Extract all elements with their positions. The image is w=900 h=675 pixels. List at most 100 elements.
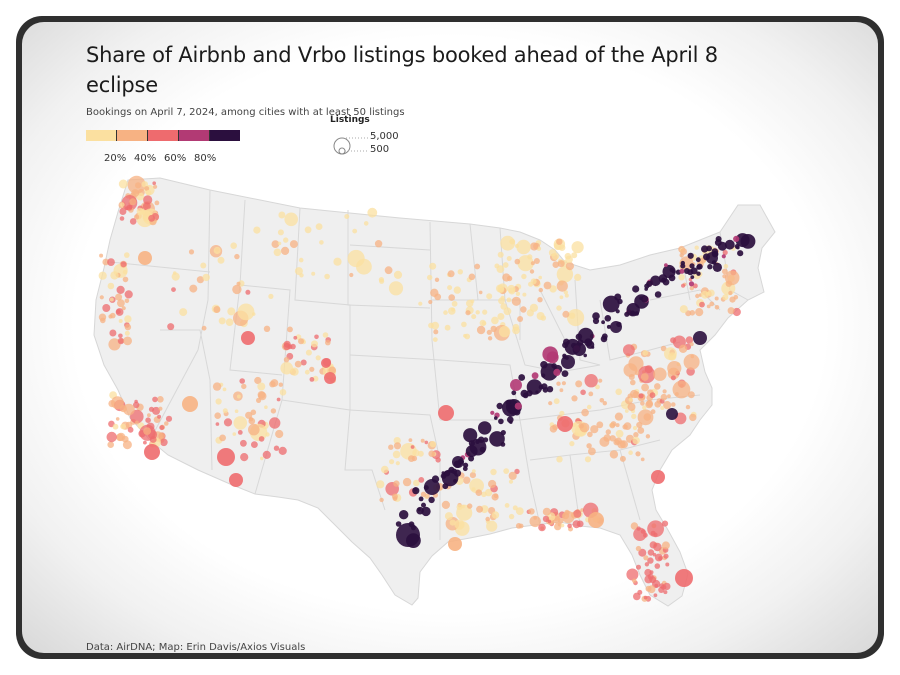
city-point — [100, 318, 106, 324]
city-point — [120, 405, 127, 412]
city-point — [654, 383, 661, 390]
city-point — [586, 443, 591, 448]
city-point — [512, 327, 520, 335]
city-point — [230, 242, 237, 249]
city-point — [229, 473, 243, 487]
city-point — [126, 205, 132, 211]
city-point — [653, 368, 666, 381]
city-point — [628, 450, 633, 455]
city-point — [99, 272, 107, 280]
city-point — [376, 480, 384, 488]
city-point — [531, 261, 535, 265]
city-point — [715, 305, 720, 310]
city-point — [234, 416, 248, 430]
city-point — [497, 403, 503, 409]
city-point — [476, 489, 483, 496]
city-point — [641, 373, 649, 381]
city-point — [650, 392, 656, 398]
city-point — [675, 392, 679, 396]
city-point — [522, 293, 526, 297]
city-point — [431, 322, 439, 330]
city-point — [476, 506, 483, 513]
city-point — [708, 290, 715, 297]
city-point — [316, 355, 321, 360]
city-point — [130, 218, 137, 225]
city-point — [389, 281, 403, 295]
city-point — [663, 554, 668, 559]
city-point — [321, 358, 331, 368]
city-point — [648, 574, 654, 580]
city-point — [128, 427, 134, 433]
city-point — [241, 331, 255, 345]
city-point — [728, 291, 732, 295]
city-point — [527, 379, 543, 395]
city-point — [673, 381, 691, 399]
city-point — [629, 374, 635, 380]
city-point — [271, 379, 279, 387]
city-point — [166, 416, 172, 422]
city-point — [121, 261, 127, 267]
city-point — [279, 447, 287, 455]
city-point — [588, 448, 596, 456]
city-point — [239, 378, 245, 384]
city-point — [146, 190, 152, 196]
city-point — [573, 343, 586, 356]
city-point — [576, 334, 583, 341]
city-point — [219, 435, 226, 442]
city-point — [463, 466, 468, 471]
city-point — [474, 264, 480, 270]
city-point — [284, 357, 289, 362]
city-point — [632, 579, 637, 584]
city-point — [709, 302, 714, 307]
city-point — [433, 337, 438, 342]
city-point — [306, 350, 312, 356]
city-point — [125, 290, 133, 298]
city-point — [492, 511, 499, 518]
city-point — [655, 554, 663, 562]
city-point — [530, 304, 538, 312]
city-point — [734, 295, 739, 300]
city-point — [528, 282, 533, 287]
city-point — [448, 537, 462, 551]
city-point — [125, 324, 131, 330]
city-point — [498, 252, 504, 258]
city-point — [632, 285, 639, 292]
city-point — [516, 523, 522, 529]
city-point — [684, 354, 700, 370]
city-point — [488, 336, 492, 340]
city-point — [615, 389, 622, 396]
city-point — [108, 283, 115, 290]
city-point — [284, 213, 298, 227]
city-point — [610, 423, 616, 429]
city-point — [494, 493, 499, 498]
city-point — [388, 445, 393, 450]
city-point — [310, 377, 315, 382]
city-point — [100, 295, 104, 299]
city-point — [507, 298, 512, 303]
city-point — [553, 261, 560, 268]
city-point — [696, 272, 700, 276]
city-point — [641, 384, 649, 392]
city-point — [454, 520, 464, 530]
city-point — [490, 469, 496, 475]
city-point — [418, 451, 424, 457]
city-point — [566, 262, 574, 270]
city-point — [299, 258, 304, 263]
city-point — [511, 390, 516, 395]
city-point — [532, 372, 539, 379]
city-point — [585, 456, 591, 462]
city-point — [412, 487, 419, 494]
city-point — [478, 421, 491, 434]
city-point — [143, 441, 147, 445]
city-point — [641, 295, 648, 302]
city-point — [248, 424, 260, 436]
city-point — [179, 308, 187, 316]
city-point — [512, 297, 521, 306]
city-point — [665, 563, 669, 567]
city-point — [548, 401, 552, 405]
city-point — [429, 263, 436, 270]
city-point — [616, 423, 620, 427]
city-point — [319, 240, 324, 245]
city-point — [375, 240, 382, 247]
city-point — [241, 384, 246, 389]
